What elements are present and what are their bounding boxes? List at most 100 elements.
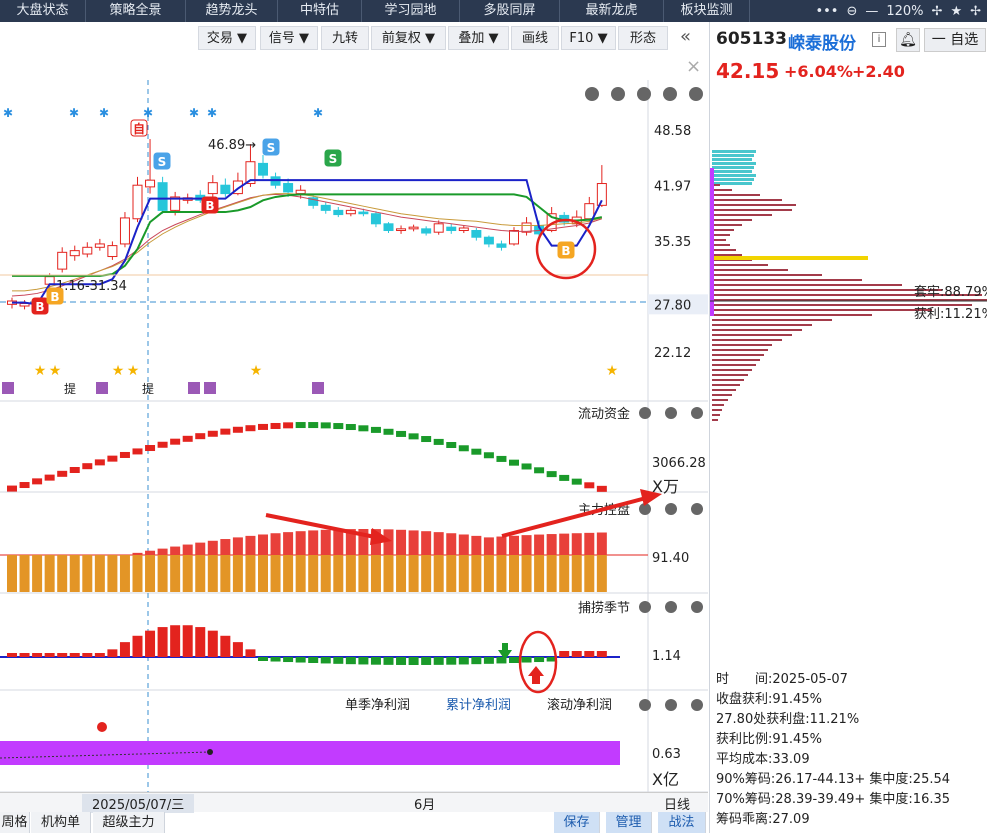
zhuli-orange-bar	[471, 555, 482, 592]
zhuli-orange-bar	[245, 555, 256, 592]
marker-label: 提	[142, 381, 154, 396]
share-icon	[559, 87, 573, 101]
zhuli-red-bar	[471, 535, 482, 555]
flow-bar	[308, 422, 319, 429]
info-icon[interactable]: i	[872, 32, 886, 47]
flow-bar	[119, 451, 130, 458]
flow-bar	[446, 441, 457, 448]
candle-body	[207, 182, 218, 195]
bottom-button-3[interactable]: 保存	[554, 812, 600, 833]
flow-bar	[132, 448, 143, 455]
stock-name[interactable]: 嵘泰股份	[788, 34, 856, 54]
candle-body	[521, 222, 532, 233]
chip-info-line: 时 间:2025-05-07	[716, 672, 848, 687]
pin-icon[interactable]: ✢	[931, 3, 943, 19]
flow-bar	[358, 425, 369, 432]
purple-marker	[204, 382, 216, 394]
annotation-circle	[535, 218, 597, 280]
profit-dot	[207, 749, 213, 755]
toolbar-button-2[interactable]: 九转	[321, 26, 369, 50]
nav-tab-0[interactable]: 大盘状态	[0, 0, 86, 22]
bottom-button-5[interactable]: 战法	[658, 812, 706, 833]
bottom-button-4[interactable]: 管理	[606, 812, 652, 833]
chip-cyan-bar	[712, 174, 756, 177]
chip-bar	[712, 334, 792, 336]
flow-bar	[421, 436, 432, 443]
flow-bar	[283, 422, 294, 429]
period-label[interactable]: 日线	[664, 798, 691, 813]
nav-tab-7[interactable]: 板块监测	[664, 0, 750, 22]
toolbar-button-5[interactable]: 画线	[511, 26, 559, 50]
zhuli-red-bar	[295, 531, 306, 555]
flow-bar	[521, 463, 532, 470]
bulao-bar	[245, 649, 256, 657]
zoom-level[interactable]: 120%	[886, 3, 924, 19]
bulao-bar	[559, 651, 570, 657]
toolbar-button-6[interactable]: F10 ▼	[561, 26, 616, 50]
chip-bar	[712, 389, 736, 391]
chip-bar	[712, 194, 760, 196]
nav-tab-3[interactable]: 中特估	[278, 0, 362, 22]
zhuli-red-bar	[546, 534, 557, 555]
nav-tab-5[interactable]: 多股同屏	[460, 0, 560, 22]
star-icon[interactable]: ★	[950, 3, 963, 19]
zhuli-red-bar	[232, 537, 243, 555]
flow-bar	[471, 448, 482, 455]
toolbar-button-3[interactable]: 前复权 ▼	[371, 26, 446, 50]
chip-info-line: 收盘获利:91.45%	[716, 692, 822, 707]
cursor-date: 2025/05/07/三	[82, 794, 195, 813]
zhuli-red-bar	[458, 534, 469, 555]
toolbar-button-4[interactable]: 叠加 ▼	[448, 26, 509, 50]
toolbar-button-0[interactable]: 交易 ▼	[198, 26, 256, 50]
zhuli-orange-bar	[119, 555, 130, 592]
minimize-icon[interactable]: —	[865, 3, 879, 19]
zhuli-orange-bar	[44, 555, 55, 592]
kline-chart[interactable]: 48.58 41.97 35.35 27.80 22.12 46.89→ 1.16-31.3…	[0, 0, 708, 833]
bottom-button-1[interactable]: 机构单	[31, 812, 91, 833]
zhuli-red-bar	[358, 529, 369, 555]
profit-dotted-line	[0, 751, 211, 759]
bulao-bar	[94, 653, 105, 657]
bell-icon[interactable]: 🔔︎	[896, 28, 920, 52]
remove-icon	[611, 87, 625, 101]
toolbar-button-1[interactable]: 信号 ▼	[260, 26, 318, 50]
collapse-icon[interactable]: «	[680, 26, 692, 47]
nav-tab-1[interactable]: 策略全景	[86, 0, 186, 22]
signal-tag-text: S	[158, 155, 167, 169]
bulao-bar	[19, 653, 30, 657]
pin2-icon[interactable]: ✢	[970, 3, 981, 19]
zhuli-orange-bar	[534, 555, 545, 592]
close-icon[interactable]: ×	[686, 56, 702, 77]
signal-tag-text: B	[205, 199, 214, 213]
signal-tag: 自	[130, 119, 148, 137]
chart-toolbar: 交易 ▼ 信号 ▼ 九转 前复权 ▼ 叠加 ▼ 画线 F10 ▼ 形态	[0, 26, 708, 50]
flow-bar	[509, 459, 519, 466]
bottom-button-0[interactable]: 周格	[0, 812, 30, 833]
flow-bar	[345, 424, 356, 431]
zhuli-orange-bar	[94, 555, 105, 592]
minus-circle-icon[interactable]: ⊖	[846, 3, 858, 19]
bulao-bar	[132, 635, 143, 657]
bulao-bar	[546, 657, 557, 662]
zhuli-orange-bar	[157, 555, 168, 592]
nav-tab-4[interactable]: 学习园地	[362, 0, 460, 22]
candle-body	[596, 183, 607, 206]
ma-red-line	[11, 193, 603, 297]
star-icon: ★	[112, 363, 125, 379]
marker-label: 提	[64, 381, 76, 396]
bulao-bar	[596, 651, 607, 657]
settings-icon	[639, 601, 651, 613]
watchlist-button[interactable]: 一 自选	[924, 28, 986, 52]
chip-bar	[712, 189, 732, 191]
bottom-button-2[interactable]: 超级主力	[93, 812, 165, 833]
zhuli-orange-bar	[170, 555, 181, 592]
more-icon[interactable]: •••	[815, 3, 839, 19]
nav-tab-2[interactable]: 趋势龙头	[186, 0, 278, 22]
bulao-bar	[345, 657, 356, 665]
zhuli-red-bar	[483, 537, 494, 555]
nav-tab-6[interactable]: 最新龙虎	[560, 0, 664, 22]
signal-tag-text: B	[561, 244, 570, 258]
bulao-bar	[471, 657, 482, 665]
toolbar-button-7[interactable]: 形态	[618, 26, 668, 50]
zhuli-orange-bar	[458, 555, 469, 592]
